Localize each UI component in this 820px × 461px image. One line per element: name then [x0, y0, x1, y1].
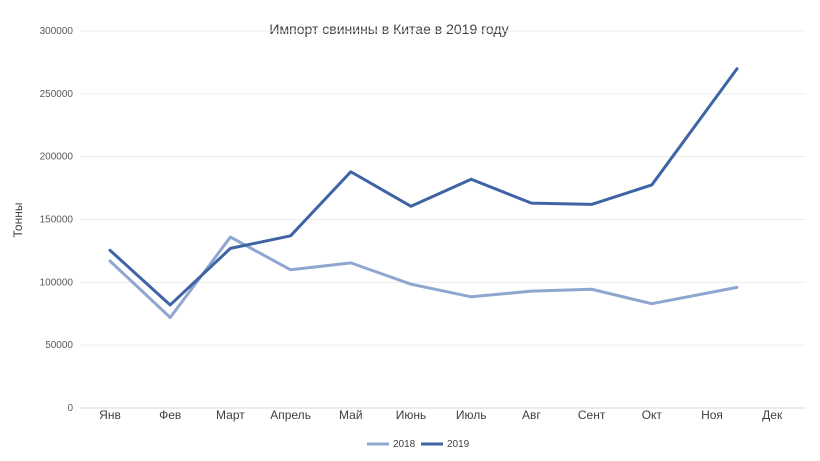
x-tick-label: Авг	[522, 408, 541, 422]
legend-label-2019: 2019	[447, 439, 470, 450]
legend: 2018 2019	[367, 439, 470, 450]
y-tick-label: 250000	[40, 89, 74, 100]
x-axis-ticks: Янв Фев Март Апрель Май Июнь Июль Авг Сент Окт Ноя…	[99, 408, 783, 422]
x-tick-label: Ноя	[701, 408, 723, 422]
x-tick-label: Март	[216, 408, 245, 422]
series-line-2018	[108, 235, 739, 320]
x-tick-label: Окт	[642, 408, 663, 422]
gridlines	[80, 30, 806, 409]
x-tick-label: Янв	[99, 408, 121, 422]
x-tick-label: Июнь	[396, 408, 427, 422]
chart-title: Импорт свинины в Китае в 2019 году	[269, 21, 508, 37]
x-tick-label: Апрель	[270, 408, 311, 422]
x-tick-label: Сент	[578, 408, 606, 422]
x-tick-label: Май	[339, 408, 363, 422]
series-lines	[108, 67, 739, 320]
y-tick-label: 0	[67, 403, 73, 414]
y-tick-label: 200000	[40, 152, 74, 163]
y-tick-label: 50000	[45, 340, 73, 351]
y-axis-ticks: 0 50000 100000 150000 200000 250000 300000	[40, 26, 74, 414]
y-tick-label: 100000	[40, 277, 74, 288]
y-axis-label: Тонны	[11, 203, 25, 238]
x-tick-label: Июль	[456, 408, 487, 422]
x-tick-label: Дек	[762, 408, 783, 422]
y-tick-label: 150000	[40, 215, 74, 226]
x-tick-label: Фев	[159, 408, 181, 422]
legend-label-2018: 2018	[393, 439, 416, 450]
series-line-2019	[108, 67, 739, 307]
y-tick-label: 300000	[40, 26, 74, 37]
